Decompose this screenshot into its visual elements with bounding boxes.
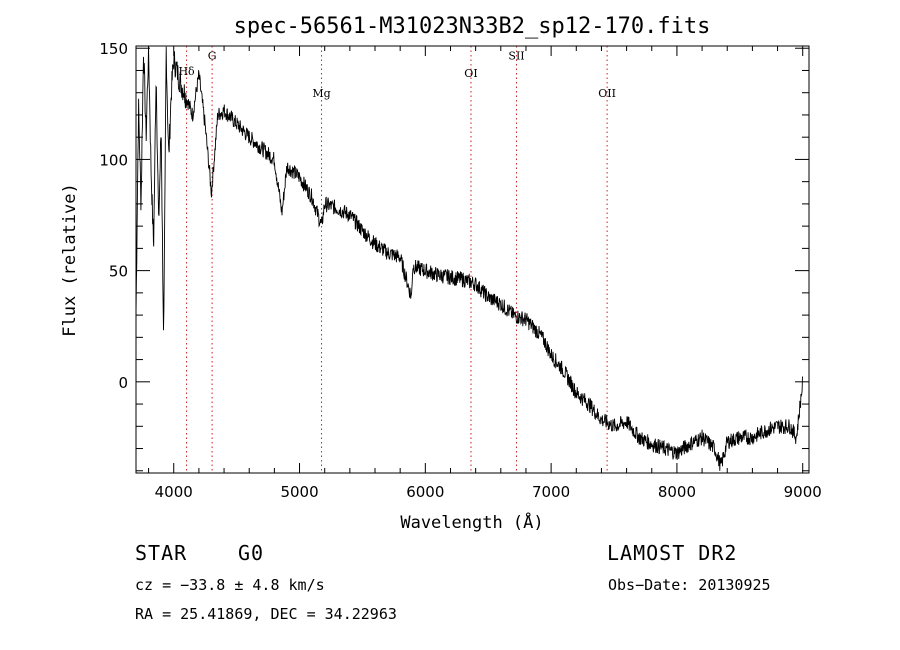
spectral-line-label: G [208,49,217,62]
observation-date: Obs−Date: 20130925 [608,576,771,594]
y-tick-label: 0 [118,374,128,392]
y-tick-label: 100 [99,151,128,169]
y-tick-label: 50 [109,263,128,281]
spectral-line-markers [186,46,608,473]
spectral-line-label: OII [598,87,616,100]
x-tick-label: 5000 [280,483,318,501]
object-class: STAR [135,541,188,565]
x-tick-label: 4000 [155,483,193,501]
coordinates: RA = 25.41869, DEC = 34.22963 [135,605,397,623]
x-tick-label: 9000 [784,483,822,501]
object-subclass: G0 [238,541,265,565]
y-tick-label: 150 [99,40,128,58]
spectrum-series-line [135,45,803,471]
redshift-velocity: cz = −33.8 ± 4.8 km/s [135,576,325,594]
y-axis-ticks: 0 50 100 150 [99,40,809,472]
survey-name: LAMOST DR2 [607,541,738,565]
chart-title: spec-56561-M31023N33B2_sp12-170.fits [234,14,711,39]
x-axis-label: Wavelength (Å) [400,511,543,533]
spectral-line-label: OI [464,67,477,80]
y-axis-label: Flux (relative) [60,183,80,337]
plot-frame [135,45,810,474]
spectral-line-label: Mg [312,87,330,100]
x-tick-label: 6000 [406,483,444,501]
x-tick-label: 8000 [658,483,696,501]
spectral-line-label: SII [508,49,524,62]
x-tick-label: 7000 [532,483,570,501]
x-axis-ticks: 4000 5000 6000 7000 8000 9000 [148,46,822,501]
spectral-line-labels: Hδ G Mg OI SII OII [178,49,615,100]
spectral-line-label: Hδ [178,65,195,78]
